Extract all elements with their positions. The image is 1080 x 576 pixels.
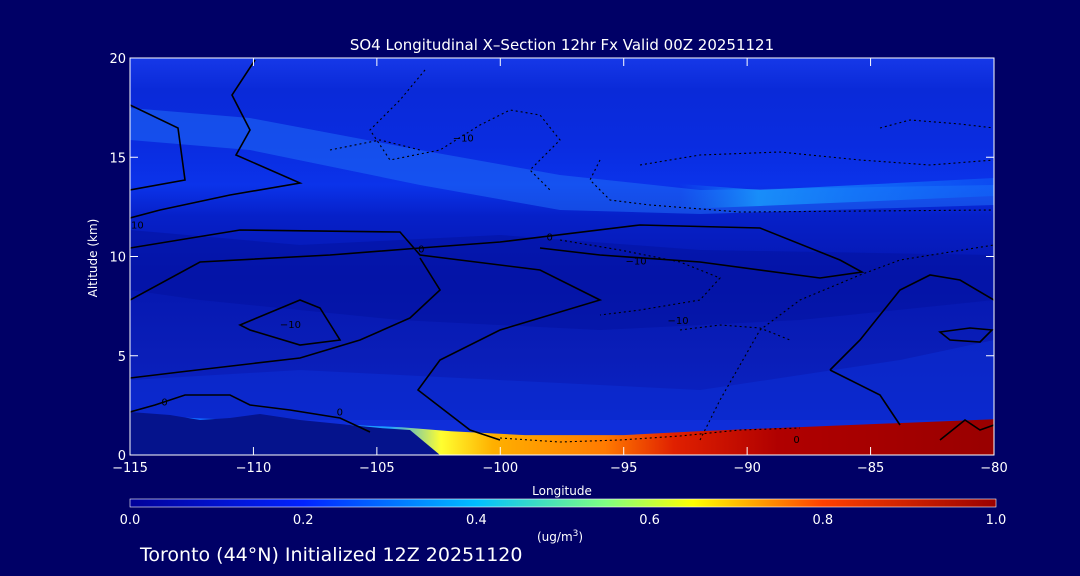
y-tick-label: 10	[109, 251, 126, 266]
y-tick-label: 5	[118, 350, 126, 365]
x-tick-label: −110	[236, 461, 272, 476]
contour-label: 0	[337, 407, 343, 418]
x-tick-label: −115	[112, 461, 148, 476]
x-tick-label: −105	[359, 461, 395, 476]
colorbar-tick-label: 0.2	[293, 513, 314, 528]
contour-label: 0	[418, 245, 424, 256]
colorbar-tick-label: 0.6	[639, 513, 660, 528]
colorbar-ticks: 0.0 0.2 0.4 0.6 0.8 1.0	[120, 513, 1007, 528]
x-tick-label: −85	[857, 461, 884, 476]
colorbar-frame	[129, 498, 997, 508]
y-tick-label: 0	[118, 449, 126, 464]
colorbar	[130, 499, 996, 507]
contour-labels: −10 10 0 0 −10 −10 −10 0 0 0	[131, 133, 800, 446]
y-tick-label: 20	[109, 52, 126, 67]
colorbar-tick-label: 0.0	[120, 513, 141, 528]
contour-label: 0	[546, 233, 552, 244]
y-tick-label: 15	[109, 151, 126, 166]
contour-label: 10	[131, 221, 144, 232]
contour-label: −10	[280, 320, 301, 331]
contour-lines	[130, 59, 994, 441]
x-tick-label: −90	[733, 461, 760, 476]
contour-label: −10	[453, 133, 474, 144]
y-axis-label: Altitude (km)	[86, 219, 100, 298]
contour-label: 0	[793, 435, 799, 446]
y-axis: 0 5 10 15 20	[109, 52, 994, 464]
x-tick-label: −100	[482, 461, 518, 476]
contour-label: 0	[161, 397, 167, 408]
colorbar-tick-label: 0.8	[812, 513, 833, 528]
colorbar-tick-label: 1.0	[986, 513, 1007, 528]
x-tick-label: −95	[610, 461, 637, 476]
dashed-contours	[329, 69, 994, 443]
contour-label: −10	[667, 316, 688, 327]
x-axis: −115 −110 −105 −100 −95 −90 −85 −80	[112, 58, 1008, 476]
contour-label: −10	[626, 256, 647, 267]
footer-text: Toronto (44°N) Initialized 12Z 20251120	[139, 544, 523, 566]
colorbar-units: (ug/m3)	[537, 529, 583, 544]
chart-title: SO4 Longitudinal X–Section 12hr Fx Valid…	[350, 36, 774, 54]
colorbar-tick-label: 0.4	[466, 513, 487, 528]
terrain	[130, 412, 440, 455]
x-axis-label: Longitude	[532, 484, 592, 498]
concentration-field: −10 10 0 0 −10 −10 −10 0 0 0	[130, 58, 994, 455]
x-tick-label: −80	[980, 461, 1007, 476]
